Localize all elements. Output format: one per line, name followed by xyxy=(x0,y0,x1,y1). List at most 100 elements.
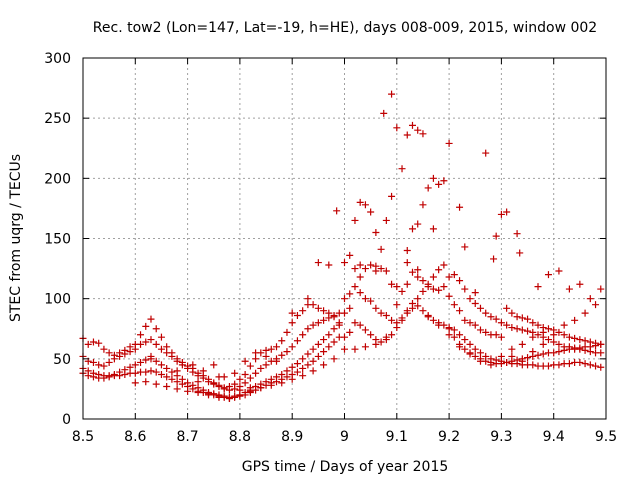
data-point xyxy=(225,395,233,403)
data-point xyxy=(288,319,296,327)
data-point xyxy=(461,316,469,324)
data-point xyxy=(560,346,568,354)
data-point xyxy=(121,350,129,358)
data-point xyxy=(341,333,348,341)
data-point xyxy=(372,340,380,348)
data-point xyxy=(445,139,453,147)
data-point xyxy=(152,340,160,348)
data-point xyxy=(273,343,281,351)
data-point xyxy=(388,280,396,288)
data-point xyxy=(482,352,490,360)
data-point xyxy=(597,363,605,371)
data-point xyxy=(215,393,223,401)
data-point xyxy=(529,361,537,369)
data-point xyxy=(445,331,453,339)
data-point xyxy=(476,326,484,334)
data-point xyxy=(393,283,401,291)
data-point xyxy=(241,379,249,387)
data-point xyxy=(205,391,213,399)
data-point xyxy=(100,374,108,382)
data-point xyxy=(529,348,537,356)
data-point xyxy=(215,373,223,381)
data-point xyxy=(152,380,160,388)
data-point xyxy=(346,290,354,298)
data-point xyxy=(126,348,134,356)
data-point xyxy=(142,322,150,330)
data-point xyxy=(293,368,301,376)
data-point xyxy=(586,361,594,369)
data-point xyxy=(565,333,573,341)
data-point xyxy=(236,375,244,383)
data-point xyxy=(592,362,600,370)
data-point xyxy=(137,358,145,366)
data-point xyxy=(529,319,537,327)
data-point xyxy=(89,358,97,366)
data-point xyxy=(361,265,369,273)
data-point xyxy=(388,331,396,339)
data-point xyxy=(450,301,458,309)
data-point xyxy=(403,259,411,267)
y-tick-label: 100 xyxy=(44,292,71,308)
data-point xyxy=(314,319,322,327)
x-tick-label: 9.3 xyxy=(490,429,512,445)
data-point xyxy=(330,338,338,346)
data-point xyxy=(320,348,328,356)
data-point xyxy=(116,372,124,380)
data-point xyxy=(393,324,401,332)
x-axis-label: GPS time / Days of year 2015 xyxy=(242,459,449,475)
data-point xyxy=(367,208,375,216)
data-point xyxy=(299,355,307,363)
data-point xyxy=(388,316,396,324)
data-point xyxy=(361,295,369,303)
data-point xyxy=(555,361,563,369)
data-point xyxy=(492,331,500,339)
data-point xyxy=(89,338,97,346)
x-tick-label: 8.6 xyxy=(124,429,146,445)
data-point xyxy=(382,267,390,275)
data-point xyxy=(131,379,139,387)
data-point xyxy=(367,261,375,269)
data-point xyxy=(320,316,328,324)
data-point xyxy=(419,287,427,295)
data-point xyxy=(351,216,359,224)
data-point xyxy=(497,333,505,341)
data-point xyxy=(518,357,526,365)
data-point xyxy=(293,312,301,320)
data-point xyxy=(503,358,511,366)
data-point xyxy=(246,362,254,370)
data-point xyxy=(105,358,113,366)
data-point xyxy=(283,328,291,336)
data-point xyxy=(346,251,354,259)
data-point xyxy=(157,370,165,378)
data-point xyxy=(476,304,484,312)
data-point xyxy=(288,309,296,317)
data-point xyxy=(241,357,249,365)
chart-title: Rec. tow2 (Lon=147, Lat=-19, h=HE), days… xyxy=(93,20,597,36)
data-point xyxy=(131,361,139,369)
data-point xyxy=(137,340,145,348)
data-point xyxy=(539,328,547,336)
data-point xyxy=(304,325,312,333)
data-point xyxy=(503,304,511,312)
data-point xyxy=(283,348,291,356)
data-point xyxy=(100,345,108,353)
data-point xyxy=(361,201,369,209)
data-point xyxy=(346,328,354,336)
y-tick-label: 200 xyxy=(44,171,71,187)
data-point xyxy=(398,165,406,173)
data-point xyxy=(267,381,275,389)
data-point xyxy=(131,369,139,377)
data-point xyxy=(382,312,390,320)
x-tick-label: 9.4 xyxy=(543,429,565,445)
data-point xyxy=(346,304,354,312)
data-point xyxy=(163,373,171,381)
data-point xyxy=(508,324,516,332)
data-point xyxy=(131,345,139,353)
data-point xyxy=(456,331,464,339)
data-point xyxy=(529,333,537,341)
data-point xyxy=(414,273,422,281)
data-point xyxy=(518,326,526,334)
data-point xyxy=(414,266,422,274)
data-point xyxy=(304,361,312,369)
data-point xyxy=(435,180,443,188)
